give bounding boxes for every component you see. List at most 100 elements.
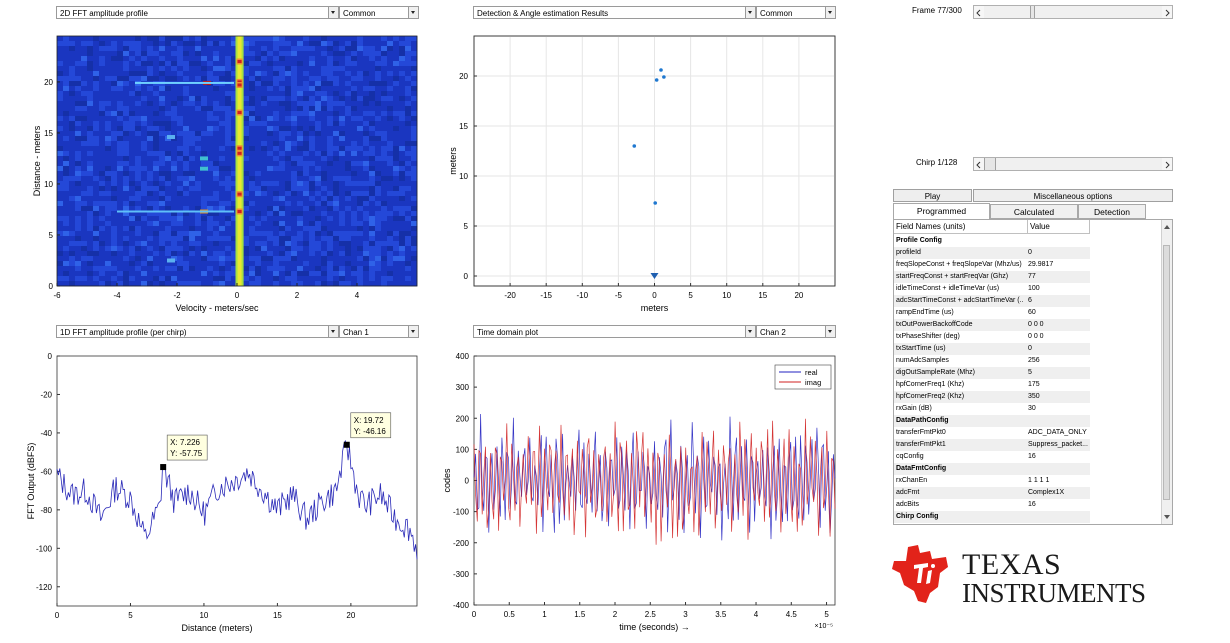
table-row[interactable]: rampEndTime (us) 60 bbox=[894, 307, 1090, 319]
plot4-channel-dropdown[interactable]: Chan 2 bbox=[756, 325, 836, 338]
table-row[interactable]: hpfCornerFreq2 (Khz) 350 bbox=[894, 391, 1090, 403]
table-row[interactable]: rxChanEn 1 1 1 1 bbox=[894, 475, 1090, 487]
heatmap-cell bbox=[159, 156, 166, 162]
table-row[interactable]: cqConfig 16 bbox=[894, 451, 1090, 463]
table-row[interactable]: adcFmt Complex1X bbox=[894, 487, 1090, 499]
table-row[interactable]: digOutSampleRate (Mhz) 5 bbox=[894, 367, 1090, 379]
plot2-type-dropdown[interactable]: Detection & Angle estimation Results bbox=[473, 6, 756, 19]
plot3-type-dropdown[interactable]: 1D FFT amplitude profile (per chirp) bbox=[56, 325, 339, 338]
table-row[interactable]: rxGain (dB) 30 bbox=[894, 403, 1090, 415]
table-row[interactable]: startFreqConst + startFreqVar (Ghz) 77 bbox=[894, 271, 1090, 283]
table-row[interactable]: profileId 0 bbox=[894, 247, 1090, 259]
table-row[interactable]: freqSlopeConst + freqSlopeVar (Mhz/us) 29… bbox=[894, 259, 1090, 271]
frame-slider[interactable] bbox=[973, 5, 1173, 19]
heatmap-cell bbox=[159, 221, 166, 227]
table-row[interactable]: txOutPowerBackoffCode 0 0 0 bbox=[894, 319, 1090, 331]
heatmap-cell bbox=[261, 246, 268, 252]
heatmap-cell bbox=[381, 81, 388, 87]
table-section-row[interactable]: Chirp Config bbox=[894, 511, 1090, 523]
table-row[interactable]: hpfCornerFreq1 (Khz) 175 bbox=[894, 379, 1090, 391]
heatmap-cell bbox=[285, 266, 292, 272]
scroll-down-icon[interactable] bbox=[1162, 512, 1172, 522]
plot1-channel-dropdown[interactable]: Common bbox=[339, 6, 419, 19]
heatmap-cell bbox=[273, 246, 280, 252]
table-row[interactable]: transferFmtPkt1 Suppress_packet... bbox=[894, 439, 1090, 451]
table-row[interactable]: adcStartTimeConst + adcStartTimeVar (...… bbox=[894, 295, 1090, 307]
heatmap-cell bbox=[213, 241, 220, 247]
heatmap-cell bbox=[249, 41, 256, 47]
heatmap-cell bbox=[249, 221, 256, 227]
table-section-row[interactable]: DataFmtConfig bbox=[894, 463, 1090, 475]
table-section-row[interactable]: DataPathConfig bbox=[894, 415, 1090, 427]
misc-options-button[interactable]: Miscellaneous options bbox=[973, 189, 1173, 202]
heatmap-cell bbox=[381, 171, 388, 177]
play-button[interactable]: Play bbox=[893, 189, 972, 202]
frame-slider-thumb[interactable] bbox=[1030, 6, 1036, 18]
tab-detection-results[interactable]: Detection Results bbox=[1078, 204, 1146, 231]
scroll-up-icon[interactable] bbox=[1162, 222, 1172, 232]
slider-left-button[interactable] bbox=[974, 158, 984, 170]
heatmap-cell bbox=[87, 266, 94, 272]
heatmap-cell bbox=[393, 266, 400, 272]
heatmap-cell bbox=[183, 196, 190, 202]
heatmap-cell bbox=[303, 36, 310, 42]
table-row[interactable]: numAdcSamples 256 bbox=[894, 355, 1090, 367]
heatmap-cell bbox=[195, 276, 202, 282]
table-row[interactable]: txStartTime (us) 0 bbox=[894, 343, 1090, 355]
table-header-value[interactable]: Value bbox=[1028, 220, 1090, 234]
chirp-slider-thumb[interactable] bbox=[984, 158, 996, 170]
heatmap-cell bbox=[339, 86, 346, 92]
table-row[interactable]: transferFmtPkt0 ADC_DATA_ONLY bbox=[894, 427, 1090, 439]
table-header-field[interactable]: Field Names (units) bbox=[894, 220, 1028, 234]
heatmap-cell bbox=[207, 266, 214, 272]
heatmap-cell bbox=[123, 131, 130, 137]
heatmap-cell bbox=[225, 211, 232, 217]
heatmap-cell bbox=[213, 86, 220, 92]
chirp-slider[interactable] bbox=[973, 157, 1173, 171]
plot1-type-dropdown[interactable]: 2D FFT amplitude profile bbox=[56, 6, 339, 19]
heatmap-cell bbox=[111, 111, 118, 117]
heatmap-cell bbox=[219, 106, 226, 112]
heatmap-cell bbox=[147, 146, 154, 152]
table-section-row[interactable]: Profile Config bbox=[894, 235, 1090, 247]
table-row[interactable]: idleTimeConst + idleTimeVar (us) 100 bbox=[894, 283, 1090, 295]
heatmap-cell bbox=[285, 221, 292, 227]
heatmap-cell bbox=[141, 216, 148, 222]
table-row[interactable]: txPhaseShifter (deg) 0 0 0 bbox=[894, 331, 1090, 343]
tab-calculated-parameters[interactable]: Calculated Parameters bbox=[990, 204, 1078, 231]
slider-right-button[interactable] bbox=[1162, 158, 1172, 170]
heatmap-cell bbox=[75, 196, 82, 202]
heatmap-cell bbox=[111, 231, 118, 237]
heatmap-cell bbox=[267, 196, 274, 202]
heatmap-cell bbox=[57, 156, 64, 162]
table-scrollbar[interactable] bbox=[1161, 220, 1172, 524]
heatmap-cell bbox=[105, 71, 112, 77]
heatmap-cell bbox=[75, 71, 82, 77]
table-scroll-thumb[interactable] bbox=[1163, 245, 1170, 500]
heatmap-cell bbox=[219, 256, 226, 262]
heatmap-cell bbox=[357, 116, 364, 122]
heatmap-cell bbox=[405, 61, 412, 67]
heatmap-cell bbox=[87, 46, 94, 52]
heatmap-cell bbox=[111, 221, 118, 227]
heatmap-cell bbox=[135, 201, 142, 207]
plot3-channel-dropdown[interactable]: Chan 1 bbox=[339, 325, 419, 338]
heatmap-cell bbox=[165, 186, 172, 192]
table-cell-field: cqConfig bbox=[896, 453, 924, 460]
slider-left-button[interactable] bbox=[974, 6, 984, 18]
table-cell-field: transferFmtPkt1 bbox=[896, 441, 946, 448]
plot2-channel-dropdown[interactable]: Common bbox=[756, 6, 836, 19]
heatmap-cell bbox=[87, 226, 94, 232]
slider-right-button[interactable] bbox=[1162, 6, 1172, 18]
table-row[interactable]: adcBits 16 bbox=[894, 499, 1090, 511]
heatmap-cell bbox=[243, 181, 250, 187]
heatmap-cell bbox=[249, 206, 256, 212]
plot4-type-dropdown[interactable]: Time domain plot bbox=[473, 325, 756, 338]
heatmap-cell bbox=[165, 76, 172, 82]
heatmap-cell bbox=[381, 281, 388, 287]
heatmap-cell bbox=[213, 231, 220, 237]
heatmap-cell bbox=[357, 131, 364, 137]
heatmap-cell bbox=[99, 76, 106, 82]
heatmap-cell bbox=[297, 251, 304, 257]
tab-programmed-parameters[interactable]: Programmed Parameters bbox=[893, 203, 990, 230]
